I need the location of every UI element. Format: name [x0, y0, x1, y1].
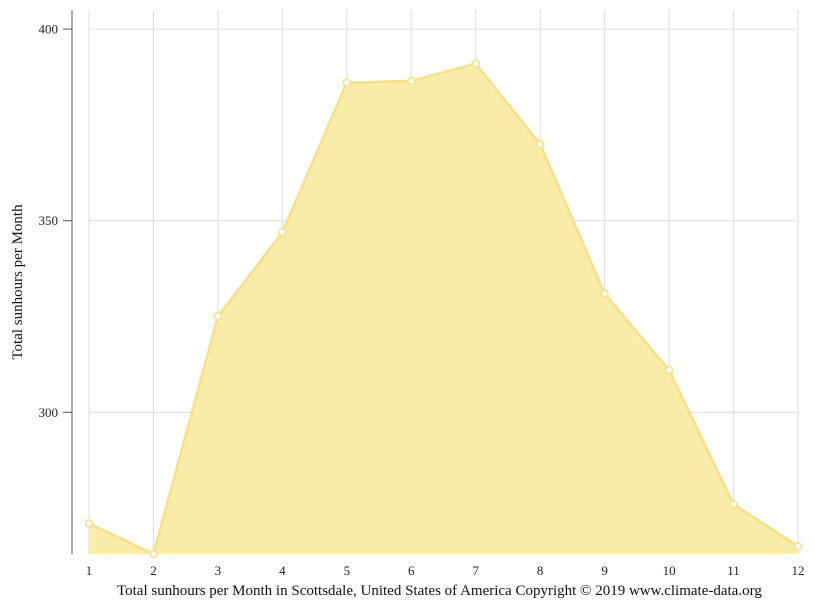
x-tick-label: 6 [408, 563, 415, 578]
y-axis-ticks: 300 350 400 [39, 22, 72, 420]
data-point[interactable] [407, 76, 416, 86]
data-point[interactable] [471, 59, 480, 68]
x-axis-ticks: 1 2 3 4 5 6 7 8 9 10 11 12 [86, 563, 805, 578]
data-point[interactable] [342, 78, 352, 88]
x-tick-label: 3 [215, 563, 222, 578]
x-tick-label: 2 [150, 563, 157, 578]
data-point[interactable] [535, 139, 545, 149]
x-tick-label: 10 [663, 563, 676, 578]
x-tick-label: 9 [601, 563, 608, 578]
data-point[interactable] [729, 499, 738, 509]
x-tick-label: 7 [472, 563, 479, 578]
x-tick-label: 1 [86, 563, 93, 578]
data-point[interactable] [149, 549, 158, 559]
x-tick-label: 4 [279, 563, 286, 578]
y-axis-title: Total sunhours per Month [10, 204, 26, 360]
data-point[interactable] [213, 312, 223, 321]
x-tick-label: 12 [792, 563, 805, 578]
y-tick-label: 400 [39, 22, 59, 37]
y-tick-label: 300 [39, 405, 59, 420]
y-tick-label: 350 [39, 213, 59, 228]
data-point-markers [84, 59, 803, 559]
x-tick-label: 5 [344, 563, 351, 578]
series-line [88, 62, 799, 556]
x-tick-label: 11 [727, 563, 740, 578]
data-point[interactable] [664, 365, 674, 375]
chart-caption: Total sunhours per Month in Scottsdale, … [117, 583, 762, 599]
data-point[interactable] [793, 542, 803, 551]
data-point[interactable] [600, 289, 609, 298]
area-series [88, 62, 799, 556]
x-tick-label: 8 [537, 563, 544, 578]
data-point[interactable] [84, 519, 94, 528]
area-fill [89, 63, 798, 554]
data-point[interactable] [278, 227, 287, 237]
